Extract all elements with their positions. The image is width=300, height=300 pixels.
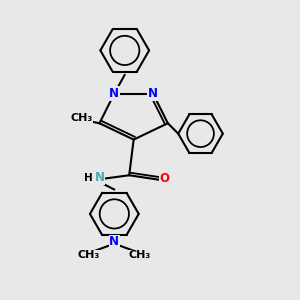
Text: O: O xyxy=(160,172,170,185)
Text: N: N xyxy=(109,87,119,100)
Text: N: N xyxy=(94,171,104,184)
Text: N: N xyxy=(109,235,119,248)
Text: CH₃: CH₃ xyxy=(128,250,151,260)
Text: CH₃: CH₃ xyxy=(78,250,100,260)
Text: N: N xyxy=(148,87,158,100)
Text: H: H xyxy=(84,172,93,183)
Text: CH₃: CH₃ xyxy=(70,113,93,123)
